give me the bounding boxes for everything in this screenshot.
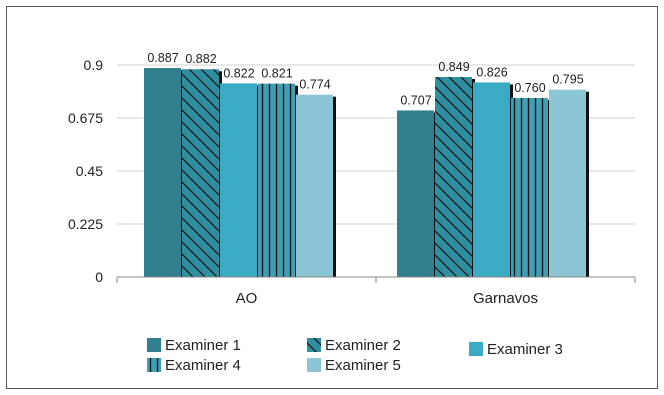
- y-tick-label: 0.675: [68, 110, 103, 126]
- data-label: 0.760: [514, 81, 545, 95]
- bar-chart: 0 0.225 0.45 0.675 0.9 AO Garnavos 0.887 0.882 0…: [68, 51, 636, 374]
- legend-swatch: [147, 338, 161, 352]
- data-label: 0.822: [223, 66, 254, 80]
- data-label: 0.821: [261, 67, 292, 81]
- y-tick-label: 0.225: [68, 216, 103, 232]
- data-label: 0.707: [400, 93, 431, 107]
- data-label: 0.774: [299, 78, 330, 92]
- legend-swatch: [307, 358, 321, 372]
- bar-examiner-3-garnavos: [473, 82, 510, 277]
- y-tick-label: 0.9: [84, 57, 104, 73]
- data-label: 0.849: [438, 60, 469, 74]
- bar-examiner-2-ao: [182, 69, 219, 277]
- bar-examiner-2-garnavos: [435, 77, 472, 277]
- data-label: 0.882: [185, 52, 216, 66]
- bar-examiner-5-garnavos: [549, 89, 586, 277]
- bar-examiner-3-ao: [220, 83, 257, 277]
- bar-examiner-5-ao: [296, 94, 333, 278]
- data-label: 0.887: [147, 51, 178, 65]
- data-label: 0.826: [476, 65, 507, 79]
- y-tick-label: 0.45: [76, 163, 103, 179]
- legend-label: Examiner 4: [165, 357, 241, 374]
- bar-examiner-4-ao: [258, 83, 295, 277]
- legend-label: Examiner 1: [165, 337, 241, 354]
- legend-label: Examiner 2: [325, 337, 401, 354]
- y-tick-label: 0: [95, 269, 103, 285]
- bar-examiner-1-ao: [144, 68, 181, 277]
- bar-examiner-4-garnavos: [511, 97, 548, 277]
- x-category-label: Garnavos: [473, 290, 538, 307]
- chart-frame: 0 0.225 0.45 0.675 0.9 AO Garnavos 0.887 0.882 0…: [6, 6, 658, 389]
- legend-swatch: [147, 358, 161, 372]
- x-category-label: AO: [236, 290, 258, 307]
- legend-label: Examiner 3: [487, 341, 563, 358]
- data-label: 0.795: [552, 73, 583, 87]
- legend-label: Examiner 5: [325, 357, 401, 374]
- bar-examiner-1-garnavos: [397, 110, 434, 277]
- legend-swatch: [307, 338, 321, 352]
- legend-swatch: [469, 342, 483, 356]
